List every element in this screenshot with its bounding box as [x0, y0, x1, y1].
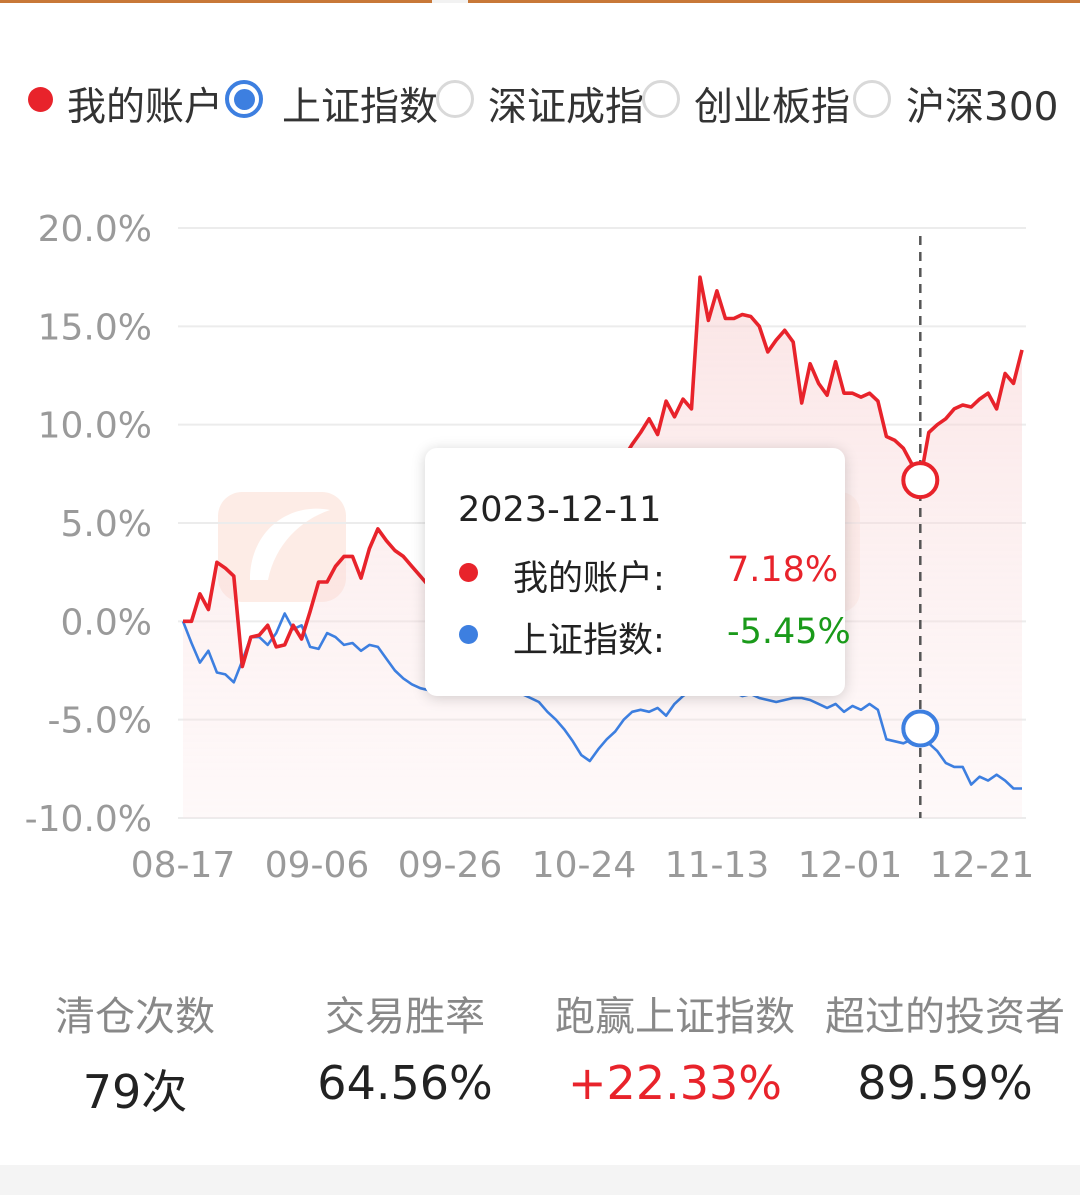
- stats-row: 清仓次数 79次 交易胜率 64.56% 跑赢上证指数 +22.33% 超过的投…: [0, 980, 1080, 1120]
- y-tick-label: 0.0%: [61, 602, 152, 643]
- stat-label: 超过的投资者: [825, 994, 1065, 1040]
- highlight-points: [901, 461, 940, 748]
- legend-label: 我的账户: [67, 85, 224, 130]
- y-tick-label: 15.0%: [38, 307, 152, 348]
- shanghai-index-highlight-point: [901, 709, 940, 748]
- stat-outperform-index: 跑赢上证指数 +22.33%: [540, 980, 810, 1120]
- stat-label: 跑赢上证指数: [555, 994, 795, 1040]
- legend-label: 深证成指: [488, 85, 645, 130]
- legend-label: 沪深300: [906, 85, 1059, 130]
- y-tick-label: 5.0%: [61, 504, 152, 545]
- x-tick-label: 12-01: [798, 845, 903, 886]
- y-tick-label: 10.0%: [38, 406, 152, 447]
- stat-win-rate: 交易胜率 64.56%: [270, 980, 540, 1120]
- chart-legend: 我的账户 上证指数 深证成指 创业板指 沪深300: [0, 70, 1080, 130]
- chart-tooltip: 2023-12-11 我的账户: 7.18% 上证指数: -5.45%: [425, 448, 851, 696]
- my-account-highlight-point: [901, 461, 940, 500]
- x-tick-label: 09-26: [398, 845, 503, 886]
- x-tick-label: 11-13: [665, 845, 770, 886]
- radio-unselected-icon: [853, 80, 891, 118]
- legend-dot-icon: [28, 87, 53, 112]
- tooltip-series-value: -5.45%: [727, 612, 851, 652]
- stat-value: 64.56%: [317, 1056, 493, 1110]
- y-axis: 20.0% 15.0% 10.0% 5.0% 0.0% -5.0% -10.0%: [25, 209, 152, 840]
- bottom-band: [0, 1165, 1080, 1195]
- y-tick-label: -5.0%: [48, 701, 152, 742]
- series-dot-icon: [459, 625, 478, 644]
- stat-value: +22.33%: [568, 1056, 782, 1110]
- x-tick-label: 12-21: [930, 845, 1035, 886]
- series-dot-icon: [459, 563, 478, 582]
- x-tick-label: 08-17: [131, 845, 236, 886]
- radio-selected-icon: [225, 80, 263, 118]
- stat-clear-count: 清仓次数 79次: [0, 980, 270, 1120]
- y-tick-label: -10.0%: [25, 799, 152, 840]
- top-accent-line: [0, 0, 1080, 3]
- stat-value: 89.59%: [857, 1056, 1033, 1110]
- x-axis: 08-17 09-06 09-26 10-24 11-13 12-01 12-21: [131, 845, 1035, 886]
- x-tick-label: 09-06: [265, 845, 370, 886]
- tooltip-date: 2023-12-11: [458, 490, 662, 530]
- tooltip-series-name: 上证指数:: [513, 621, 665, 661]
- stat-label: 清仓次数: [55, 994, 215, 1040]
- y-tick-label: 20.0%: [38, 209, 152, 250]
- stat-value: 79次: [82, 1065, 188, 1119]
- stat-beat-investors: 超过的投资者 89.59%: [810, 980, 1080, 1120]
- x-tick-label: 10-24: [532, 845, 637, 886]
- top-accent-gap: [432, 0, 468, 3]
- legend-label: 创业板指: [694, 85, 851, 130]
- tooltip-series-value: 7.18%: [727, 550, 839, 590]
- radio-unselected-icon: [436, 80, 474, 118]
- stat-label: 交易胜率: [325, 994, 485, 1040]
- legend-label: 上证指数: [282, 85, 439, 130]
- shanghai-index-line: [181, 612, 1022, 790]
- radio-unselected-icon: [642, 80, 680, 118]
- tooltip-series-name: 我的账户:: [513, 559, 665, 599]
